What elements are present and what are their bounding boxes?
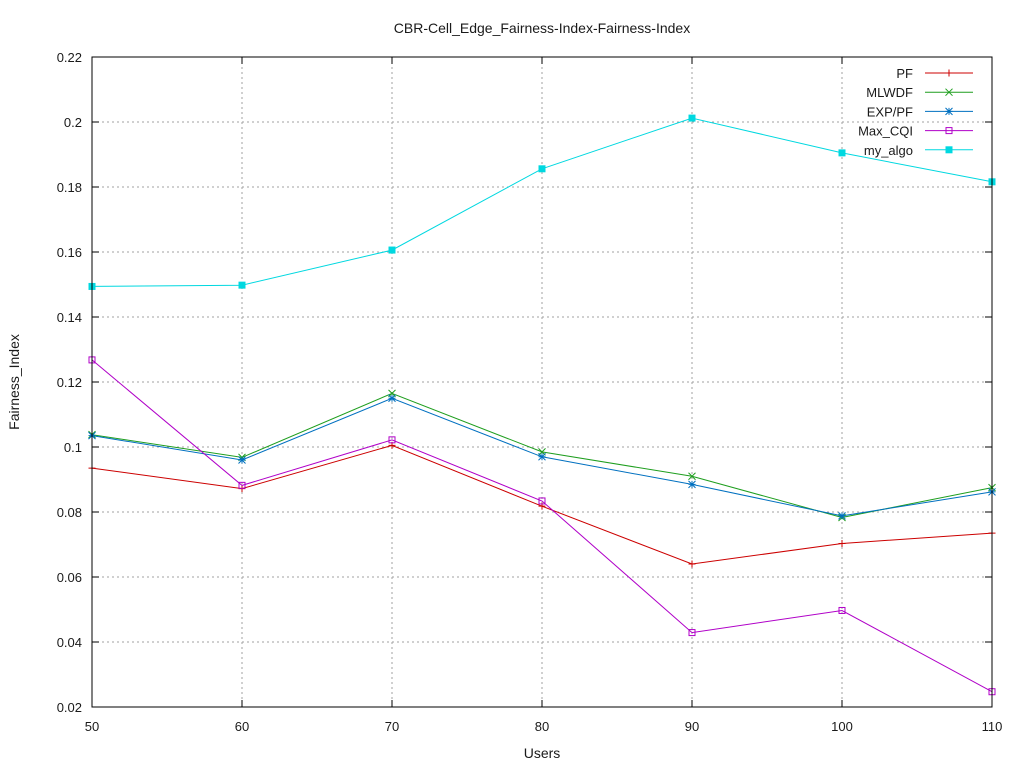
data-point xyxy=(945,69,953,77)
chart-title: CBR-Cell_Edge_Fairness-Index-Fairness-In… xyxy=(394,20,690,36)
data-point xyxy=(688,560,696,568)
series-line-max-cqi xyxy=(91,359,993,693)
data-point xyxy=(838,540,846,548)
data-point xyxy=(838,149,846,157)
x-tick-label: 90 xyxy=(685,719,699,734)
y-tick-label: 0.2 xyxy=(64,115,82,130)
y-tick-label: 0.08 xyxy=(57,505,82,520)
data-point xyxy=(538,497,546,505)
data-point xyxy=(945,107,953,116)
data-point xyxy=(945,146,953,154)
legend-entry-my-algo: my_algo xyxy=(864,143,973,158)
x-tick-label: 80 xyxy=(535,719,549,734)
data-point xyxy=(688,629,696,637)
legend-label: MLWDF xyxy=(866,85,913,100)
data-point xyxy=(238,481,246,489)
legend-label: my_algo xyxy=(864,143,913,158)
data-point xyxy=(945,127,953,135)
x-tick-label: 100 xyxy=(831,719,853,734)
data-point xyxy=(388,436,396,444)
data-point xyxy=(688,114,696,122)
data-point xyxy=(238,281,246,289)
data-point xyxy=(838,606,846,614)
plot-frame xyxy=(91,56,993,708)
y-tick-label: 0.14 xyxy=(57,310,82,325)
y-tick-label: 0.18 xyxy=(57,180,82,195)
legend-entry-exp-pf: EXP/PF xyxy=(867,104,973,119)
x-tick-label: 50 xyxy=(85,719,99,734)
y-tick-label: 0.12 xyxy=(57,375,82,390)
grid xyxy=(92,57,992,707)
y-tick-label: 0.16 xyxy=(57,245,82,260)
x-tick-label: 60 xyxy=(235,719,249,734)
legend-entry-max-cqi: Max_CQI xyxy=(858,124,973,139)
data-point xyxy=(388,394,396,403)
y-axis-label: Fairness_Index xyxy=(6,334,22,430)
data-point xyxy=(945,88,953,97)
series xyxy=(88,114,996,696)
data-point xyxy=(688,472,696,481)
legend-label: EXP/PF xyxy=(867,104,913,119)
data-point xyxy=(838,512,846,520)
data-point xyxy=(538,452,546,461)
x-tick-label: 70 xyxy=(385,719,399,734)
y-tick-label: 0.02 xyxy=(57,700,82,715)
legend-label: PF xyxy=(896,66,913,81)
axis-ticks: 50 60 70 80 90 100 110 0.02 0.04 0.06 0.08 0.1 0.12 0… xyxy=(57,50,1003,734)
data-point xyxy=(388,246,396,254)
legend-entry-mlwdf: MLWDF xyxy=(866,85,973,100)
y-tick-label: 0.06 xyxy=(57,570,82,585)
x-tick-label: 110 xyxy=(982,719,1003,734)
legend-label: Max_CQI xyxy=(858,124,913,139)
legend: PF MLWDF EXP/PF Max_CQI my_algo xyxy=(858,66,973,158)
data-point xyxy=(238,456,246,464)
series-max-cqi xyxy=(88,356,996,696)
legend-entry-pf: PF xyxy=(896,66,973,81)
y-tick-label: 0.04 xyxy=(57,635,82,650)
x-axis-label: Users xyxy=(524,745,561,761)
data-point xyxy=(538,165,546,173)
y-tick-label: 0.22 xyxy=(57,50,82,65)
y-tick-label: 0.1 xyxy=(64,440,82,455)
data-point xyxy=(688,480,696,489)
